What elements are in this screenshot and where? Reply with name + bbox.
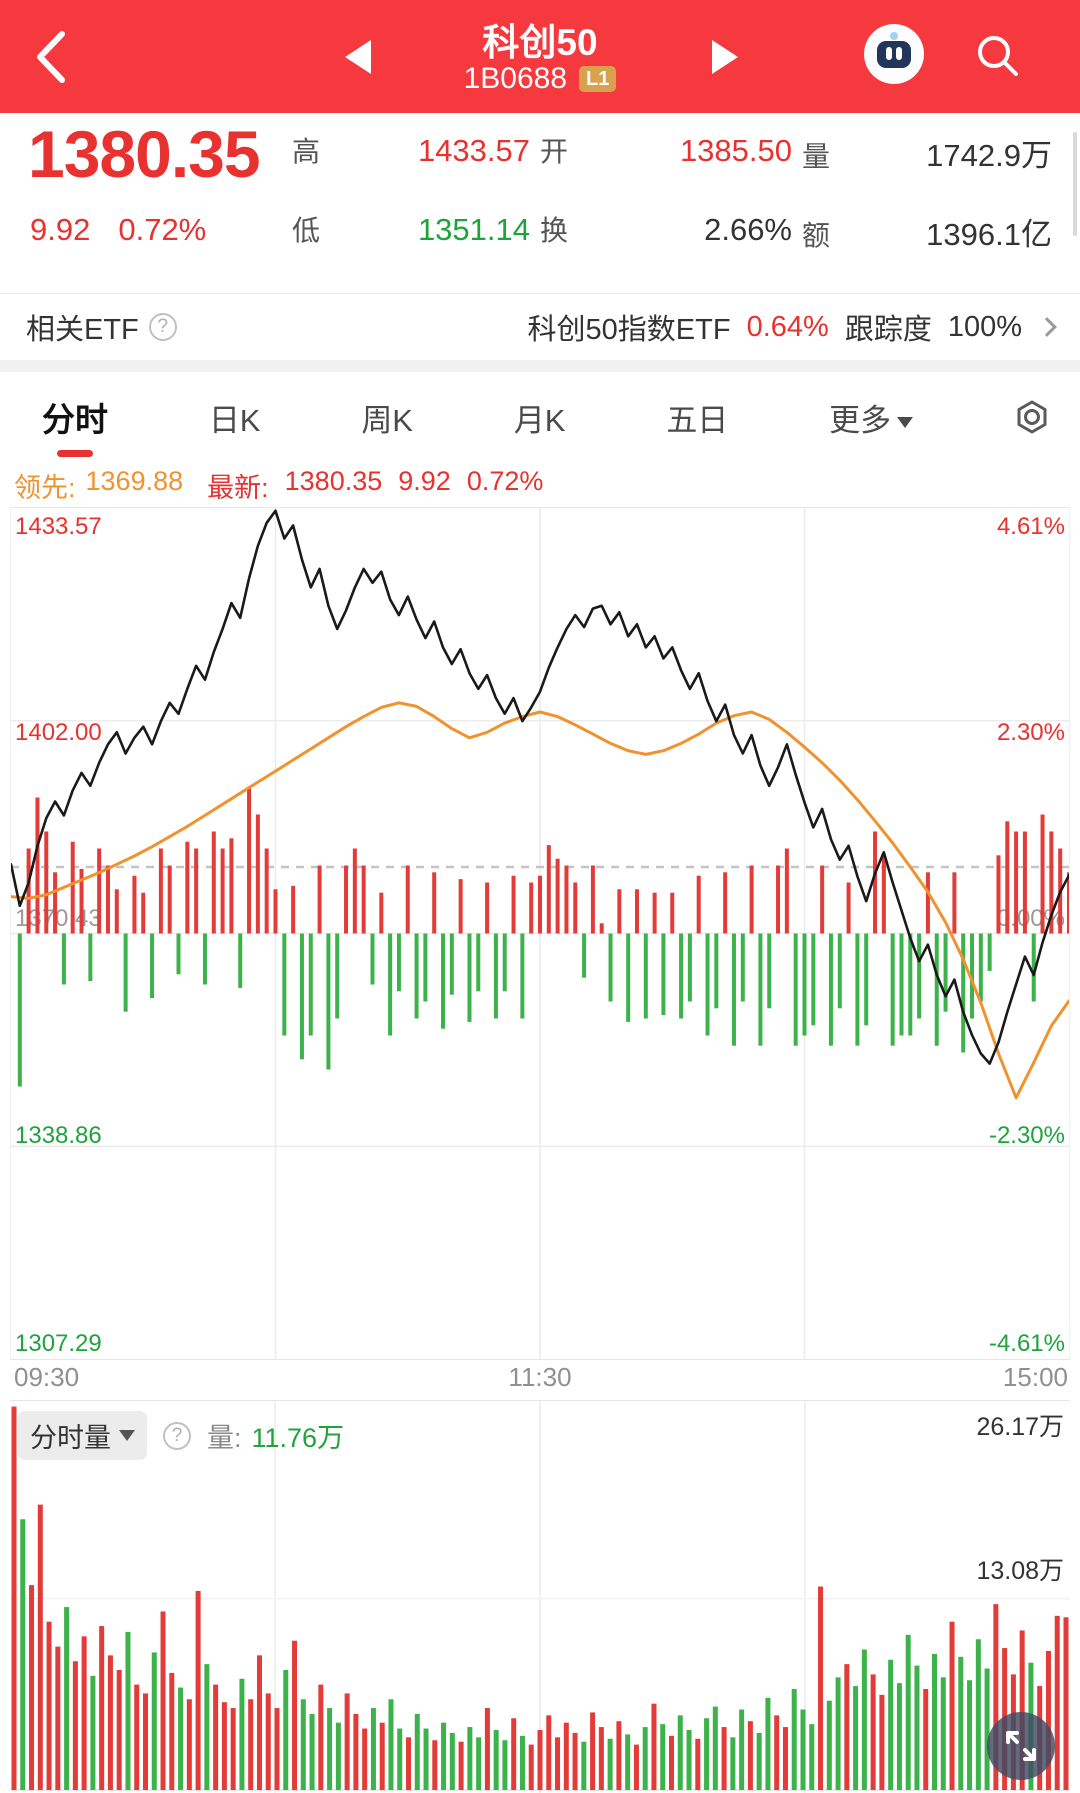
- volume-help-icon[interactable]: ?: [163, 1421, 191, 1450]
- volume-chart-canvas[interactable]: [10, 1401, 1070, 1793]
- intraday-chart[interactable]: 1433.57 1402.00 1370.43 1338.86 1307.29 …: [10, 507, 1070, 1360]
- y-label-up1: 1402.00: [15, 719, 102, 746]
- tab-weekly-k[interactable]: 周K: [361, 402, 413, 438]
- volume-indicator-selector[interactable]: 分时量: [18, 1411, 147, 1460]
- active-tab-underline: [57, 450, 93, 457]
- y-label-low: 1307.29: [15, 1330, 102, 1357]
- section-divider: [0, 360, 1080, 372]
- stock-code: 1B0688: [463, 62, 568, 95]
- expand-icon: [1006, 1731, 1036, 1761]
- search-icon[interactable]: [972, 30, 1024, 82]
- change-value: 9.92: [30, 212, 91, 247]
- time-axis: 09:30 11:30 15:00: [0, 1362, 1080, 1400]
- divider: [0, 293, 1080, 294]
- related-etf-label: 相关ETF: [26, 314, 139, 346]
- robot-antenna: [890, 32, 898, 40]
- stats-scrollbar[interactable]: [1073, 132, 1077, 236]
- y-label-dn1: 1338.86: [15, 1122, 102, 1149]
- volume-axis-mid: 13.08万: [976, 1557, 1064, 1585]
- settings-gear-icon[interactable]: [1014, 399, 1050, 435]
- next-stock-arrow-icon[interactable]: [712, 40, 738, 74]
- stat-amount: 额 1396.1亿: [802, 217, 1052, 252]
- volume-value: 11.76万: [251, 1423, 345, 1453]
- fullscreen-expand-button[interactable]: [987, 1712, 1055, 1780]
- etf-percent: 0.64%: [746, 310, 829, 343]
- caret-down-icon: [897, 416, 914, 428]
- back-icon[interactable]: [30, 28, 74, 86]
- intraday-chart-canvas[interactable]: [11, 508, 1069, 1359]
- tab-five-day[interactable]: 五日: [666, 402, 729, 438]
- last-price: 1380.35: [28, 117, 261, 191]
- page-title: 科创50: [482, 22, 598, 63]
- tracking-label: 跟踪度: [844, 314, 932, 346]
- chart-legend: 领先: 1369.88 最新: 1380.35 9.92 0.72%: [14, 466, 543, 506]
- time-mid: 11:30: [508, 1362, 572, 1392]
- volume-label: 量:: [207, 1423, 242, 1453]
- latest-label: 最新:: [207, 473, 269, 503]
- help-icon[interactable]: ?: [148, 313, 177, 341]
- price-change: 9.92 0.72%: [30, 212, 206, 248]
- etf-name: 科创50指数ETF: [527, 314, 731, 346]
- stat-high: 高 1433.57: [292, 133, 530, 168]
- tracking-value: 100%: [947, 310, 1022, 343]
- time-open: 09:30: [14, 1362, 80, 1392]
- change-percent: 0.72%: [118, 212, 207, 247]
- lead-label: 领先:: [14, 473, 76, 503]
- chevron-right-icon[interactable]: [1037, 317, 1057, 337]
- caret-down-icon: [119, 1430, 135, 1441]
- related-etf-row[interactable]: 相关ETF ? 科创50指数ETF 0.64% 跟踪度 100%: [0, 294, 1080, 360]
- pct-label-high: 4.61%: [996, 513, 1065, 540]
- stat-volume: 量 1742.9万: [802, 138, 1052, 173]
- pct-label-low: -4.61%: [988, 1330, 1065, 1357]
- latest-value: 1380.35: [284, 466, 383, 496]
- time-close: 15:00: [1002, 1362, 1068, 1392]
- pct-label-up1: 2.30%: [996, 719, 1065, 746]
- latest-change: 9.92: [398, 466, 451, 496]
- lead-value: 1369.88: [85, 466, 184, 496]
- tab-minute[interactable]: 分时: [42, 393, 108, 457]
- latest-change-pct: 0.72%: [466, 466, 544, 496]
- tab-more[interactable]: 更多: [829, 395, 914, 440]
- app-header: 科创50 1B0688 L1: [0, 0, 1080, 113]
- quote-stats-grid: 高 1433.57 开 1385.50 量 1742.9万 低 1351.14 换 2.6…: [292, 130, 1064, 254]
- stat-open: 开 1385.50: [540, 133, 792, 168]
- tab-monthly-k[interactable]: 月K: [513, 402, 566, 438]
- chart-tab-bar: 分时 日K 周K 月K 五日 更多: [0, 372, 1080, 462]
- volume-axis-max: 26.17万: [976, 1413, 1064, 1441]
- level1-badge: L1: [579, 66, 617, 92]
- tab-daily-k[interactable]: 日K: [208, 402, 261, 438]
- stat-low: 低 1351.14: [292, 212, 530, 247]
- y-label-high: 1433.57: [15, 513, 102, 540]
- volume-panel[interactable]: 分时量 ? 量: 11.76万 26.17万 13.08万: [10, 1400, 1070, 1793]
- stat-turnover-rate: 换 2.66%: [540, 212, 792, 247]
- assistant-robot-icon[interactable]: [864, 24, 924, 84]
- pct-label-dn1: -2.30%: [988, 1122, 1065, 1149]
- prev-stock-arrow-icon[interactable]: [345, 40, 371, 74]
